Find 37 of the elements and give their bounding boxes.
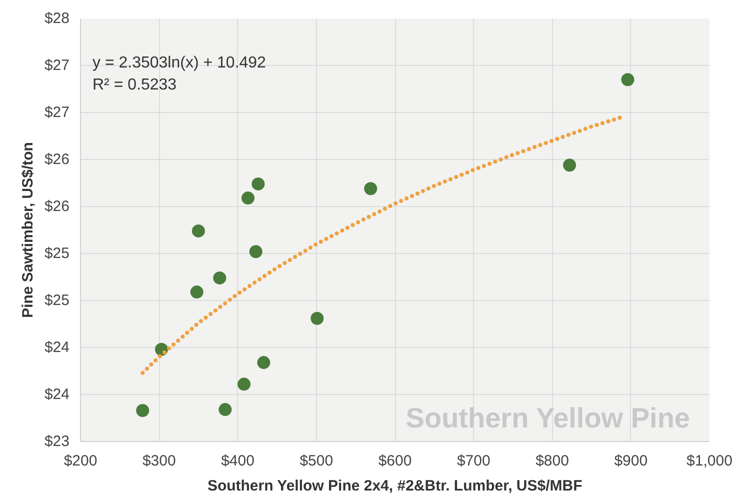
y-tick-label: $23 bbox=[44, 433, 70, 450]
y-tick-label: $26 bbox=[44, 151, 70, 168]
y-tick-label: $24 bbox=[44, 386, 70, 403]
x-tick-label: $300 bbox=[142, 452, 176, 470]
y-tick-label: $26 bbox=[44, 198, 70, 215]
y-tick-label: $24 bbox=[44, 339, 70, 356]
point bbox=[252, 177, 265, 190]
x-tick-label: $500 bbox=[300, 452, 334, 470]
point bbox=[257, 356, 270, 370]
point bbox=[621, 73, 634, 86]
y-tick-label: $27 bbox=[44, 57, 70, 74]
point bbox=[213, 271, 226, 284]
annotation: y = 2.3503ln(x) + 10.492 bbox=[92, 54, 266, 72]
y-axis-title: Pine Sawtimber, US$/ton bbox=[19, 142, 36, 318]
x-tick-label: $900 bbox=[614, 452, 648, 470]
point bbox=[249, 245, 262, 258]
point bbox=[238, 378, 251, 391]
x-axis-title: Southern Yellow Pine 2x4, #2&Btr. Lumber, US$/MBF bbox=[207, 478, 582, 494]
y-tick-label: $25 bbox=[44, 292, 70, 309]
x-tick-label: $1,000 bbox=[686, 452, 732, 470]
x-tick-label: $400 bbox=[221, 452, 254, 470]
point bbox=[241, 192, 254, 205]
x-tick-label: $700 bbox=[456, 452, 490, 470]
point bbox=[190, 286, 204, 299]
point bbox=[192, 224, 205, 238]
x-tick-label: $800 bbox=[536, 452, 569, 470]
point bbox=[310, 312, 324, 325]
point bbox=[218, 403, 232, 416]
x-tick-label: $600 bbox=[378, 452, 412, 470]
y-tick-label: $28 bbox=[44, 10, 70, 27]
point bbox=[136, 404, 150, 417]
annotation: R² = 0.5233 bbox=[92, 76, 177, 94]
y-tick-label: $27 bbox=[44, 104, 70, 121]
point bbox=[364, 182, 378, 196]
x-tick-label: $200 bbox=[64, 452, 98, 470]
y-tick-label: $25 bbox=[44, 245, 70, 262]
point bbox=[563, 158, 576, 172]
